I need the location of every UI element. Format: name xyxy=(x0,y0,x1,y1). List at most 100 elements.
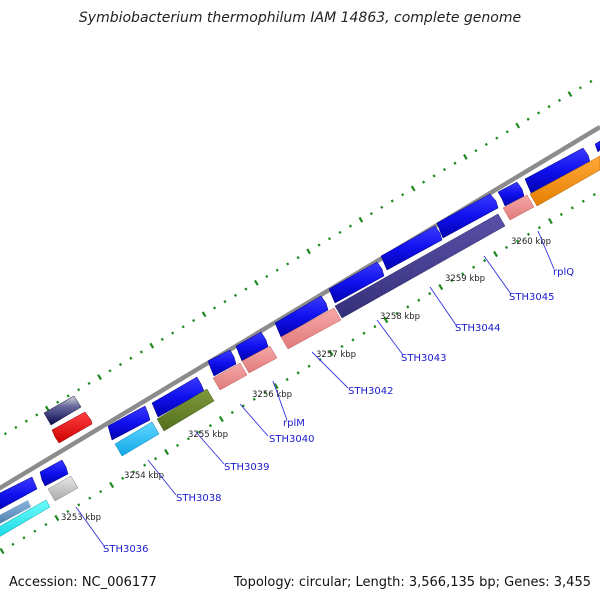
kbp-label: 3255 kbp xyxy=(188,430,228,440)
major-tick xyxy=(149,342,155,349)
accession-text: Accession: NC_006177 xyxy=(9,575,157,590)
gene-label[interactable]: STH3039 xyxy=(224,462,269,473)
gene-block[interactable] xyxy=(43,395,82,426)
minor-tick xyxy=(241,404,245,408)
minor-tick xyxy=(275,268,279,272)
gene-arrow[interactable] xyxy=(380,225,443,271)
minor-tick xyxy=(160,337,164,341)
minor-tick xyxy=(192,318,196,323)
gene-block[interactable] xyxy=(502,194,535,221)
outer-tick-ring xyxy=(3,74,600,436)
minor-tick xyxy=(380,205,384,209)
minor-tick xyxy=(11,542,15,546)
minor-tick xyxy=(390,199,394,203)
minor-tick xyxy=(526,117,530,121)
minor-tick xyxy=(327,237,332,241)
minor-tick xyxy=(395,311,399,316)
kbp-label: 3260 kbp xyxy=(511,237,551,247)
minor-tick xyxy=(223,300,227,304)
major-tick xyxy=(0,547,5,555)
minor-tick xyxy=(581,199,585,203)
minor-tick xyxy=(432,174,436,178)
forward-strand-genes xyxy=(0,140,600,513)
minor-tick xyxy=(3,432,8,436)
gene-label-leaders xyxy=(75,230,555,547)
minor-tick xyxy=(373,325,377,329)
gene-arrow[interactable] xyxy=(51,411,93,444)
minor-tick xyxy=(24,419,28,423)
gene-label[interactable]: rplM xyxy=(283,418,305,429)
minor-tick xyxy=(417,298,421,302)
major-tick xyxy=(493,250,499,258)
minor-tick xyxy=(495,136,499,140)
minor-tick xyxy=(56,400,60,404)
gene-label[interactable]: STH3036 xyxy=(103,544,148,555)
major-tick xyxy=(109,481,115,489)
gene-label[interactable]: rplQ xyxy=(553,267,574,278)
gene-arrow[interactable] xyxy=(328,261,385,304)
gene-block[interactable] xyxy=(280,307,342,350)
minor-tick xyxy=(340,344,344,349)
minor-tick xyxy=(592,193,596,197)
major-tick xyxy=(273,382,279,390)
kbp-label: 3259 kbp xyxy=(445,274,485,284)
minor-tick xyxy=(143,463,147,467)
gene-label[interactable]: STH3044 xyxy=(455,323,500,334)
gene-block[interactable] xyxy=(212,362,248,391)
gene-block[interactable] xyxy=(241,345,278,374)
minor-tick xyxy=(296,256,300,260)
minor-tick xyxy=(88,496,92,500)
map-title: Symbiobacterium thermophilum IAM 14863, … xyxy=(79,10,521,26)
major-tick xyxy=(306,248,311,255)
gene-block[interactable] xyxy=(334,213,506,319)
minor-tick xyxy=(230,410,234,415)
major-tick xyxy=(97,374,102,381)
kbp-label: 3253 kbp xyxy=(61,513,101,523)
major-tick xyxy=(218,415,224,423)
minor-tick xyxy=(422,180,426,184)
gene-arrow[interactable] xyxy=(436,193,499,239)
gene-arrow[interactable] xyxy=(497,181,525,207)
gene-block[interactable] xyxy=(47,475,79,502)
minor-tick xyxy=(14,425,18,429)
kbp-label: 3256 kbp xyxy=(252,390,292,400)
gene-arrow[interactable] xyxy=(207,349,237,377)
major-tick xyxy=(410,185,416,192)
gene-label[interactable]: STH3038 xyxy=(176,493,221,504)
minor-tick xyxy=(369,212,373,216)
inner-tick-ring xyxy=(0,193,596,555)
minor-tick xyxy=(453,161,457,165)
gene-arrow[interactable] xyxy=(39,459,69,487)
gene-block[interactable] xyxy=(114,421,160,457)
minor-tick xyxy=(559,212,563,217)
gene-arrow[interactable] xyxy=(594,140,600,153)
major-tick xyxy=(515,122,521,129)
minor-tick xyxy=(153,457,158,461)
gene-label[interactable]: STH3042 xyxy=(348,386,393,397)
minor-tick xyxy=(474,149,478,153)
gene-label[interactable]: STH3045 xyxy=(509,292,554,303)
minor-tick xyxy=(317,243,321,247)
minor-tick xyxy=(108,369,112,373)
gene-arrow[interactable] xyxy=(0,476,38,513)
gene-arrow[interactable] xyxy=(274,295,329,338)
gene-block[interactable] xyxy=(0,500,31,527)
minor-tick xyxy=(129,356,133,360)
minor-tick xyxy=(461,272,465,276)
minor-tick xyxy=(526,232,531,236)
major-tick xyxy=(201,311,207,318)
minor-tick xyxy=(171,331,175,335)
gene-arrow[interactable] xyxy=(107,405,151,441)
minor-tick xyxy=(87,381,91,385)
gene-label[interactable]: STH3043 xyxy=(401,353,446,364)
gene-block[interactable] xyxy=(0,499,51,540)
minor-tick xyxy=(252,397,256,401)
minor-tick xyxy=(483,259,487,263)
gene-block[interactable] xyxy=(529,155,600,207)
gene-label[interactable]: STH3040 xyxy=(269,434,314,445)
gene-block[interactable] xyxy=(156,388,215,432)
major-tick xyxy=(383,316,389,324)
minor-tick xyxy=(263,391,267,395)
major-tick xyxy=(164,448,170,456)
topology-summary: Topology: circular; Length: 3,566,135 bp… xyxy=(233,575,591,590)
